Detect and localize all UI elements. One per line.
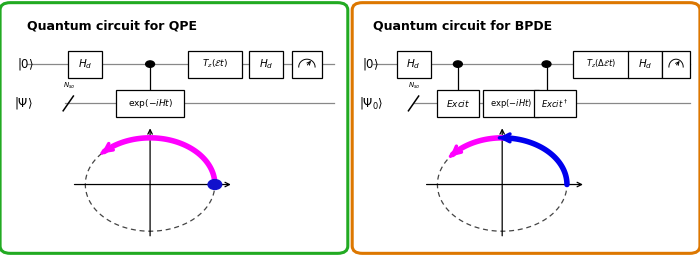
FancyBboxPatch shape [396, 51, 430, 78]
Text: $H_d$: $H_d$ [406, 57, 421, 71]
Text: $\exp(-iHt)$: $\exp(-iHt)$ [127, 97, 173, 110]
Text: Quantum circuit for QPE: Quantum circuit for QPE [27, 20, 197, 33]
FancyBboxPatch shape [116, 90, 184, 117]
FancyBboxPatch shape [533, 90, 576, 117]
FancyBboxPatch shape [0, 3, 348, 253]
Circle shape [146, 61, 155, 67]
FancyBboxPatch shape [482, 90, 539, 117]
Text: $H_d$: $H_d$ [259, 57, 273, 71]
FancyBboxPatch shape [437, 90, 480, 117]
FancyBboxPatch shape [573, 51, 629, 78]
FancyBboxPatch shape [662, 51, 690, 78]
FancyBboxPatch shape [249, 51, 283, 78]
Text: $N_{so}$: $N_{so}$ [408, 81, 421, 91]
Text: $|\Psi\rangle$: $|\Psi\rangle$ [14, 95, 32, 111]
Text: $N_{so}$: $N_{so}$ [63, 81, 76, 91]
FancyBboxPatch shape [352, 3, 700, 253]
Text: $|0\rangle$: $|0\rangle$ [17, 56, 34, 72]
FancyBboxPatch shape [629, 51, 662, 78]
FancyBboxPatch shape [188, 51, 242, 78]
Text: $H_d$: $H_d$ [638, 57, 652, 71]
FancyBboxPatch shape [69, 51, 102, 78]
Text: $T_z(\Delta\mathcal{E}t)$: $T_z(\Delta\mathcal{E}t)$ [586, 58, 616, 70]
Text: $T_z(\mathcal{E}t)$: $T_z(\mathcal{E}t)$ [202, 58, 228, 70]
Circle shape [208, 180, 222, 189]
Circle shape [454, 61, 462, 67]
Text: $Excit^\dagger$: $Excit^\dagger$ [541, 97, 568, 110]
Text: Quantum circuit for BPDE: Quantum circuit for BPDE [372, 20, 552, 33]
FancyBboxPatch shape [292, 51, 322, 78]
Text: $Excit$: $Excit$ [446, 98, 470, 109]
Circle shape [542, 61, 551, 67]
Text: $\exp(-iHt)$: $\exp(-iHt)$ [489, 97, 532, 110]
Text: $|0\rangle$: $|0\rangle$ [363, 56, 379, 72]
Text: $H_d$: $H_d$ [78, 57, 92, 71]
Text: $|\Psi_0\rangle$: $|\Psi_0\rangle$ [359, 95, 384, 111]
